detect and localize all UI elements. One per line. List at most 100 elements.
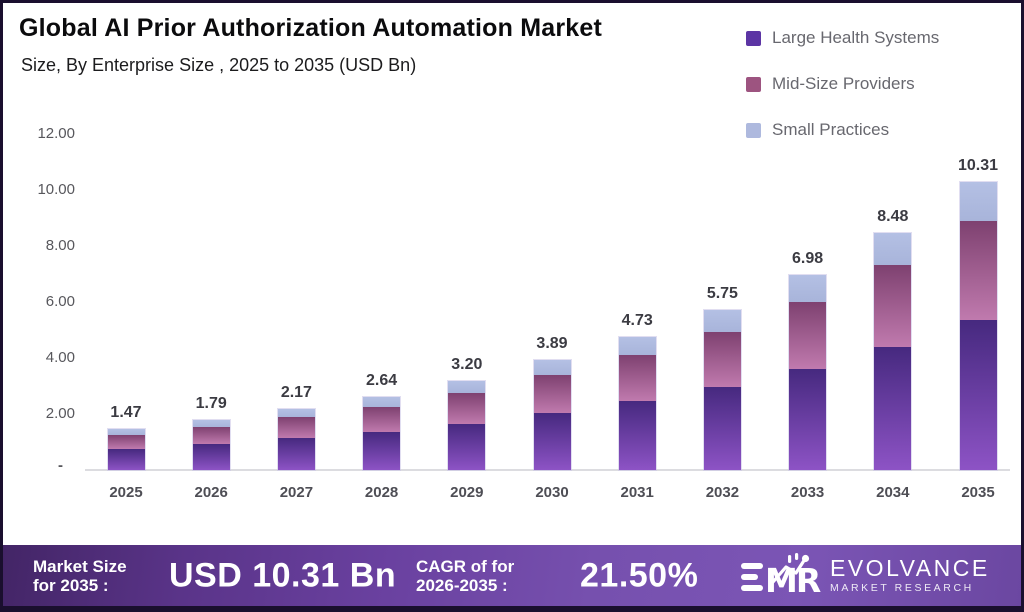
bar-segment (533, 413, 571, 470)
x-axis-label: 2025 (109, 484, 143, 501)
market-size-label: Market Size for 2035 : (33, 556, 127, 595)
x-axis-label: 2034 (876, 484, 910, 501)
bar-total-label: 6.98 (792, 250, 824, 267)
bar-segment (789, 369, 827, 470)
stacked-bar-2029 (448, 381, 486, 470)
bar-total-label: 1.47 (110, 404, 142, 421)
bar-segment (789, 275, 827, 302)
y-axis-tick-label: - (58, 457, 63, 474)
x-axis-label: 2030 (535, 484, 569, 501)
x-axis-label: 2028 (364, 484, 399, 501)
bar-segment (959, 182, 997, 221)
bar-group-2034: 8.48 (863, 208, 923, 470)
bar-segment (107, 429, 145, 435)
x-axis-label: 2027 (279, 484, 314, 501)
bar-segment (277, 409, 315, 417)
bar-total-label: 5.75 (706, 285, 738, 302)
bar-total-label: 4.73 (621, 312, 653, 329)
bar-group-2031: 4.73 (607, 312, 667, 470)
legend-swatch-large-icon (746, 30, 761, 46)
x-axis-label: 2032 (705, 484, 740, 501)
bar-total-label: 8.48 (877, 208, 909, 225)
bar-group-2026: 1.79 (181, 395, 241, 470)
x-axis-label: 2035 (961, 484, 995, 501)
bar-segment (448, 381, 486, 393)
bar-segment (703, 387, 741, 470)
stacked-bar-2025 (107, 429, 145, 470)
stacked-bar-2026 (192, 420, 230, 470)
bar-segment (192, 444, 230, 470)
bar-group-2028: 2.64 (352, 372, 412, 470)
market-size-value: USD 10.31 Bn (169, 556, 397, 594)
bar-segment (533, 375, 571, 413)
stacked-bar-2033 (789, 275, 827, 470)
bar-segment (107, 449, 145, 470)
bar-group-2033: 6.98 (778, 250, 838, 470)
y-axis-tick-label: 8.00 (45, 237, 75, 254)
y-axis-tick-label: 6.00 (45, 293, 75, 310)
bar-group-2027: 2.17 (266, 384, 326, 470)
stacked-bar-2028 (363, 397, 401, 470)
bar-segment (277, 438, 315, 470)
y-axis-tick-label: 12.00 (37, 125, 75, 142)
x-axis-label: 2029 (450, 484, 484, 501)
x-axis-label: 2026 (194, 484, 228, 501)
bar-total-label: 2.64 (366, 372, 398, 389)
bar-total-label: 3.20 (451, 356, 483, 373)
stacked-bar-2035 (959, 182, 997, 470)
bar-group-2035: 10.31 (948, 157, 1008, 470)
stacked-bar-2034 (874, 233, 912, 470)
bar-segment (533, 360, 571, 375)
x-axis-label: 2031 (620, 484, 654, 501)
bar-segment (789, 302, 827, 369)
y-axis-tick-label: 2.00 (45, 405, 75, 422)
bar-segment (618, 355, 656, 401)
emr-logo-icon: MR (741, 552, 823, 600)
stacked-bar-2027 (277, 409, 315, 470)
bar-segment (363, 432, 401, 470)
bar-segment (363, 407, 401, 432)
x-axis-label: 2033 (790, 484, 825, 501)
stacked-bar-2030 (533, 360, 571, 470)
x-axis-line (85, 469, 1010, 471)
bar-segment (448, 393, 486, 424)
bar-total-label: 10.31 (957, 157, 999, 174)
bar-segment (874, 347, 912, 470)
bar-segment (363, 397, 401, 407)
legend-item-small-practices: Small Practices (746, 120, 939, 140)
stacked-bar-chart: 12.00 10.00 8.00 6.00 4.00 2.00 - 1.47 2025 1.79 2… (3, 3, 1021, 606)
bar-group-2030: 3.89 (522, 335, 582, 470)
bar-total-label: 3.89 (536, 335, 568, 352)
bar-segment (703, 310, 741, 332)
bar-segment (959, 320, 997, 470)
bar-segment (107, 435, 145, 449)
legend-swatch-small-icon (746, 122, 761, 138)
bar-total-label: 2.17 (280, 384, 312, 401)
legend-label: Small Practices (772, 120, 890, 139)
bar-group-2029: 3.20 (437, 356, 497, 470)
page-subtitle: Size, By Enterprise Size , 2025 to 2035 … (21, 55, 417, 75)
page-title: Global AI Prior Authorization Automation… (19, 14, 603, 42)
stacked-bar-2031 (618, 337, 656, 470)
bar-segment (618, 401, 656, 470)
cagr-value: 21.50% (580, 556, 699, 594)
bar-group-2032: 5.75 (692, 285, 752, 470)
bar-group-2025: 1.47 (96, 404, 156, 470)
chart-legend: Large Health Systems Mid-Size Providers … (746, 28, 939, 140)
stacked-bar-2032 (703, 310, 741, 470)
cagr-label: CAGR of for 2026-2035 : (416, 556, 515, 595)
legend-item-mid-size-providers: Mid-Size Providers (746, 74, 939, 94)
bar-segment (703, 332, 741, 387)
bar-total-label: 1.79 (195, 395, 227, 412)
bar-segment (618, 337, 656, 355)
legend-label: Large Health Systems (772, 28, 940, 47)
bar-segment (192, 420, 230, 427)
bar-segment (874, 233, 912, 265)
brand-name: EVOLVANCE (830, 555, 990, 582)
brand-logo: MR EVOLVANCE MARKET RESEARCH (739, 552, 990, 600)
bar-segment (277, 417, 315, 438)
brand-subtitle: MARKET RESEARCH (830, 582, 974, 595)
bar-segment (192, 427, 230, 444)
y-axis-tick-label: 4.00 (45, 349, 75, 366)
